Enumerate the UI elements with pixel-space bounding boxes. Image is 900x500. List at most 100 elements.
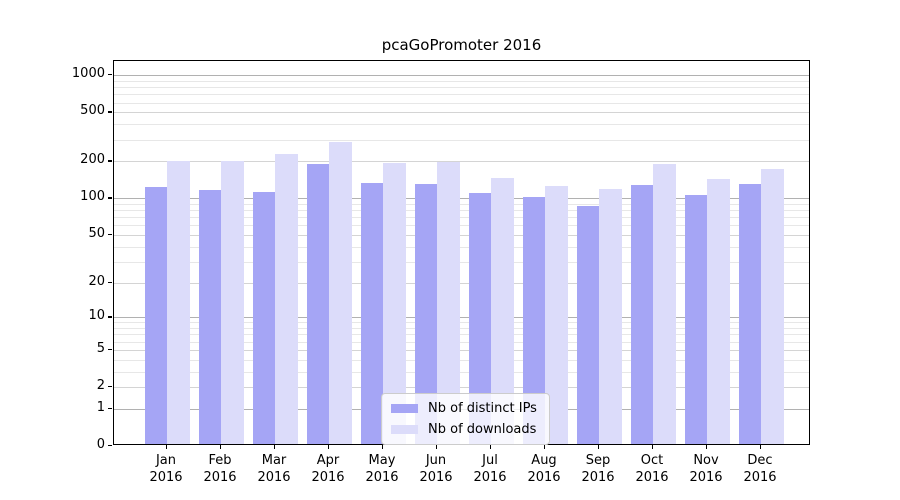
- gridline-30: [114, 261, 809, 263]
- gridline-4: [114, 359, 809, 361]
- y-tick-label: 0: [96, 437, 105, 452]
- bar-downloads: [437, 161, 460, 445]
- bar-distinct-ips: [144, 186, 167, 445]
- bar-downloads: [329, 141, 352, 445]
- x-tick-mark: [544, 445, 546, 449]
- x-tick-label: Jun 2016: [419, 453, 453, 485]
- x-tick-mark: [652, 445, 654, 449]
- y-tick-mark: [108, 197, 112, 199]
- legend-swatch-distinct-ips: [391, 404, 418, 413]
- gridline-400: [114, 124, 809, 126]
- legend-label-downloads: Nb of downloads: [428, 422, 537, 437]
- gridline-900: [114, 80, 809, 82]
- bar-downloads: [221, 161, 244, 445]
- gridline-3: [114, 371, 809, 373]
- y-tick-mark: [108, 74, 112, 76]
- x-tick-mark: [490, 445, 492, 449]
- bar-distinct-ips: [360, 183, 383, 445]
- bar-distinct-ips: [414, 184, 437, 445]
- bar-distinct-ips: [630, 185, 653, 445]
- gridline-2: [114, 387, 809, 389]
- y-tick-mark: [108, 445, 112, 447]
- x-tick-mark: [220, 445, 222, 449]
- legend-row-downloads: Nb of downloads: [391, 422, 537, 437]
- y-tick-mark: [108, 111, 112, 113]
- x-tick-mark: [166, 445, 168, 449]
- gridline-1000: [114, 75, 809, 77]
- x-tick-mark: [382, 445, 384, 449]
- x-tick-label: Sep 2016: [581, 453, 615, 485]
- x-tick-label: Mar 2016: [257, 453, 291, 485]
- gridline-60: [114, 225, 809, 227]
- y-tick-label: 1000: [71, 66, 105, 82]
- y-tick-label: 100: [80, 189, 105, 205]
- bar-distinct-ips: [684, 194, 707, 445]
- bar-downloads: [167, 160, 190, 445]
- y-tick-label: 5: [96, 340, 105, 356]
- x-tick-label: Feb 2016: [203, 453, 237, 485]
- gridline-700: [114, 94, 809, 96]
- x-tick-label: May 2016: [365, 453, 399, 485]
- gridline-6: [114, 341, 809, 343]
- gridline-8: [114, 328, 809, 330]
- x-tick-label: Dec 2016: [743, 453, 777, 485]
- y-tick-mark: [108, 407, 112, 409]
- bar-distinct-ips: [738, 184, 761, 445]
- y-tick-label: 10: [88, 308, 105, 324]
- gridline-40: [114, 246, 809, 248]
- gridline-70: [114, 217, 809, 219]
- legend: Nb of distinct IPs Nb of downloads: [381, 393, 550, 445]
- bar-downloads: [491, 177, 514, 445]
- y-tick-label: 500: [80, 103, 105, 119]
- legend-swatch-downloads: [391, 425, 418, 434]
- y-tick-mark: [108, 281, 112, 283]
- x-tick-label: Jan 2016: [149, 453, 183, 485]
- legend-label-distinct-ips: Nb of distinct IPs: [428, 401, 537, 416]
- gridline-5: [114, 349, 809, 351]
- plot-area: [113, 60, 810, 445]
- bar-distinct-ips: [468, 193, 491, 445]
- bar-distinct-ips: [306, 164, 329, 445]
- x-tick-label: Apr 2016: [311, 453, 345, 485]
- y-tick-mark: [108, 348, 112, 351]
- gridline-300: [114, 139, 809, 141]
- y-tick-mark: [108, 160, 112, 162]
- bar-downloads: [761, 169, 784, 445]
- gridline-9: [114, 322, 809, 324]
- bar-downloads: [707, 178, 730, 445]
- y-tick-mark: [108, 386, 112, 388]
- x-tick-label: Oct 2016: [635, 453, 669, 485]
- bar-distinct-ips: [198, 190, 221, 445]
- gridline-90: [114, 203, 809, 205]
- bar-distinct-ips: [576, 205, 599, 445]
- gridline-100: [114, 198, 809, 200]
- gridline-600: [114, 102, 809, 104]
- legend-row-distinct-ips: Nb of distinct IPs: [391, 401, 537, 416]
- gridline-7: [114, 334, 809, 336]
- y-tick-label: 1: [96, 399, 105, 415]
- gridline-80: [114, 210, 809, 212]
- x-tick-mark: [328, 445, 330, 449]
- gridline-800: [114, 87, 809, 89]
- gridline-500: [114, 112, 809, 114]
- bar-distinct-ips: [252, 191, 275, 445]
- bar-downloads: [545, 186, 568, 445]
- x-tick-mark: [598, 445, 600, 449]
- y-tick-label: 50: [88, 226, 105, 242]
- bar-distinct-ips: [522, 196, 545, 445]
- gridline-50: [114, 235, 809, 237]
- y-tick-label: 2: [96, 378, 105, 394]
- x-tick-mark: [436, 445, 438, 449]
- bar-downloads: [383, 162, 406, 445]
- y-tick-label: 200: [80, 152, 105, 168]
- x-tick-mark: [274, 445, 276, 449]
- bar-downloads: [599, 188, 622, 445]
- bar-downloads: [275, 153, 298, 445]
- x-tick-label: Aug 2016: [527, 453, 561, 485]
- gridline-20: [114, 282, 809, 284]
- x-tick-mark: [760, 445, 762, 449]
- y-tick-mark: [108, 234, 112, 236]
- gridline-10: [114, 317, 809, 319]
- y-tick-mark: [108, 316, 112, 318]
